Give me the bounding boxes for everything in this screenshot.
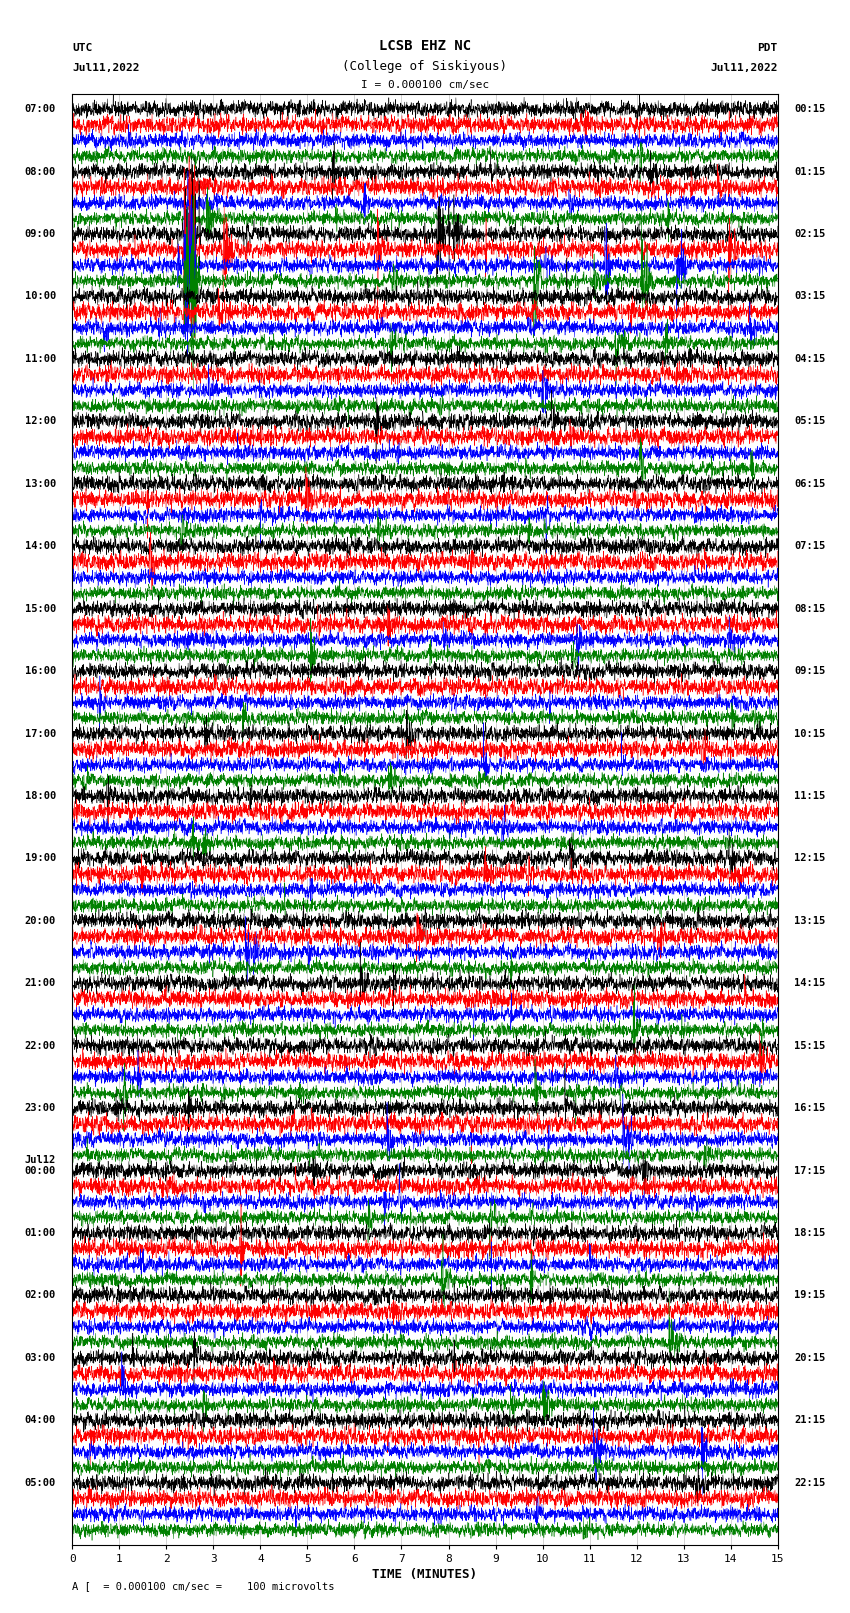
Text: 08:00: 08:00 xyxy=(25,166,56,176)
Text: 23:00: 23:00 xyxy=(25,1103,56,1113)
Text: 05:00: 05:00 xyxy=(25,1478,56,1487)
Text: 17:00: 17:00 xyxy=(25,729,56,739)
Text: 13:00: 13:00 xyxy=(25,479,56,489)
Text: A [  = 0.000100 cm/sec =    100 microvolts: A [ = 0.000100 cm/sec = 100 microvolts xyxy=(72,1581,335,1590)
Text: 21:00: 21:00 xyxy=(25,979,56,989)
Text: 16:15: 16:15 xyxy=(794,1103,825,1113)
Text: 12:15: 12:15 xyxy=(794,853,825,863)
Text: 19:00: 19:00 xyxy=(25,853,56,863)
Text: I = 0.000100 cm/sec: I = 0.000100 cm/sec xyxy=(361,81,489,90)
Text: 14:00: 14:00 xyxy=(25,542,56,552)
Text: 17:15: 17:15 xyxy=(794,1166,825,1176)
Text: 15:15: 15:15 xyxy=(794,1040,825,1050)
Text: 20:00: 20:00 xyxy=(25,916,56,926)
Text: 11:00: 11:00 xyxy=(25,353,56,365)
Text: 01:00: 01:00 xyxy=(25,1227,56,1239)
Text: 03:00: 03:00 xyxy=(25,1353,56,1363)
Text: 03:15: 03:15 xyxy=(794,292,825,302)
Text: 22:15: 22:15 xyxy=(794,1478,825,1487)
Text: 09:00: 09:00 xyxy=(25,229,56,239)
Text: 05:15: 05:15 xyxy=(794,416,825,426)
Text: Jul12: Jul12 xyxy=(25,1155,56,1165)
Text: 13:15: 13:15 xyxy=(794,916,825,926)
Text: 00:00: 00:00 xyxy=(25,1166,56,1176)
Text: Jul11,2022: Jul11,2022 xyxy=(72,63,139,73)
Text: 00:15: 00:15 xyxy=(794,105,825,115)
Text: 16:00: 16:00 xyxy=(25,666,56,676)
Text: 07:00: 07:00 xyxy=(25,105,56,115)
Text: 04:15: 04:15 xyxy=(794,353,825,365)
Text: 22:00: 22:00 xyxy=(25,1040,56,1050)
Text: 14:15: 14:15 xyxy=(794,979,825,989)
Text: 09:15: 09:15 xyxy=(794,666,825,676)
Text: 15:00: 15:00 xyxy=(25,603,56,613)
Text: LCSB EHZ NC: LCSB EHZ NC xyxy=(379,39,471,53)
Text: 06:15: 06:15 xyxy=(794,479,825,489)
Text: 19:15: 19:15 xyxy=(794,1290,825,1300)
Text: 02:00: 02:00 xyxy=(25,1290,56,1300)
Text: 07:15: 07:15 xyxy=(794,542,825,552)
Text: 21:15: 21:15 xyxy=(794,1415,825,1426)
Text: 18:00: 18:00 xyxy=(25,790,56,802)
Text: Jul11,2022: Jul11,2022 xyxy=(711,63,778,73)
X-axis label: TIME (MINUTES): TIME (MINUTES) xyxy=(372,1568,478,1581)
Text: 10:15: 10:15 xyxy=(794,729,825,739)
Text: 10:00: 10:00 xyxy=(25,292,56,302)
Text: 20:15: 20:15 xyxy=(794,1353,825,1363)
Text: PDT: PDT xyxy=(757,44,778,53)
Text: 08:15: 08:15 xyxy=(794,603,825,613)
Text: 12:00: 12:00 xyxy=(25,416,56,426)
Text: 04:00: 04:00 xyxy=(25,1415,56,1426)
Text: 02:15: 02:15 xyxy=(794,229,825,239)
Text: 11:15: 11:15 xyxy=(794,790,825,802)
Text: 01:15: 01:15 xyxy=(794,166,825,176)
Text: 18:15: 18:15 xyxy=(794,1227,825,1239)
Text: UTC: UTC xyxy=(72,44,93,53)
Text: (College of Siskiyous): (College of Siskiyous) xyxy=(343,60,507,73)
